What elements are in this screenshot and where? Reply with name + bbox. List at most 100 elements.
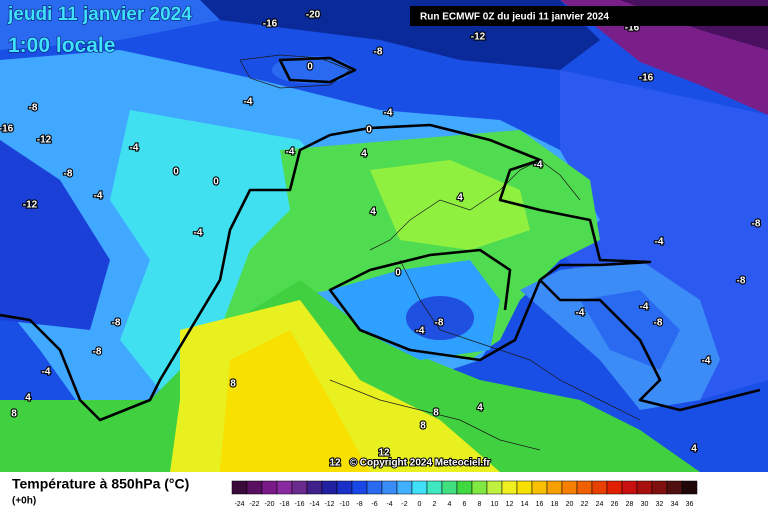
colorbar-tick-label: -8 (356, 501, 362, 508)
colorbar-tick-label: 6 (463, 501, 467, 508)
run-banner (410, 6, 768, 26)
colorbar-tick-label: 18 (551, 501, 559, 508)
colorbar-swatch (531, 480, 548, 495)
contour-label: -4 (94, 191, 103, 202)
colorbar-tick-label: 30 (641, 501, 649, 508)
contour-label: 0 (307, 62, 313, 73)
colorbar-swatch (576, 480, 593, 495)
colorbar-swatch (231, 480, 248, 495)
contour-label: -8 (435, 318, 444, 329)
colorbar-swatch (636, 480, 653, 495)
contour-label: -4 (42, 367, 51, 378)
contour-label: -4 (130, 143, 139, 154)
colorbar-tick-label: 26 (611, 501, 619, 508)
time-label: 1:00 locale (8, 34, 115, 57)
colorbar-swatch (591, 480, 608, 495)
contour-label: 0 (173, 167, 179, 178)
contour-label: 4 (691, 444, 697, 455)
colorbar-tick-label: -16 (294, 501, 304, 508)
colorbar-tick-label: 4 (448, 501, 452, 508)
contour-label: -16 (263, 19, 278, 30)
colorbar-swatch (486, 480, 503, 495)
footer-title: Température à 850hPa (°C) (12, 476, 189, 492)
contour-label: -8 (737, 276, 746, 287)
contour-label: -12 (37, 135, 52, 146)
colorbar-tick-label: -4 (386, 501, 392, 508)
colorbar-tick-label: 2 (433, 501, 437, 508)
colorbar-tick-label: 24 (596, 501, 604, 508)
contour-label: 8 (420, 421, 426, 432)
colorbar-swatch (666, 480, 683, 495)
colorbar-swatch (336, 480, 353, 495)
colorbar-swatch (606, 480, 623, 495)
contour-label: 4 (457, 193, 463, 204)
forecast-step: (+0h) (12, 496, 36, 507)
contour-label: 0 (213, 177, 219, 188)
contour-label: -4 (286, 147, 295, 158)
colorbar-swatch (246, 480, 263, 495)
colorbar-swatch (381, 480, 398, 495)
colorbar-tick-label: 22 (581, 501, 589, 508)
colorbar-tick-label: 20 (566, 501, 574, 508)
colorbar-tick-label: -12 (324, 501, 334, 508)
contour-label: -8 (654, 318, 663, 329)
colorbar-swatch (321, 480, 338, 495)
colorbar-swatch (306, 480, 323, 495)
contour-label: 4 (25, 393, 31, 404)
colorbar-swatch (516, 480, 533, 495)
contour-label: 8 (433, 408, 439, 419)
colorbar-swatch (396, 480, 413, 495)
colorbar-swatch (561, 480, 578, 495)
colorbar-tick-label: -18 (279, 501, 289, 508)
contour-label: -8 (374, 47, 383, 58)
colorbar-swatch (411, 480, 428, 495)
copyright: © Copyright 2024 Meteociel.fr (350, 458, 491, 469)
colorbar-tick-label: 28 (626, 501, 634, 508)
colorbar-tick-label: -6 (371, 501, 377, 508)
colorbar-tick-label: 8 (478, 501, 482, 508)
colorbar-swatch (441, 480, 458, 495)
colorbar-swatch (261, 480, 278, 495)
colorbar: -24 -22 -20 -18 -16 -14 -12 -10 -8 -6 -4 -2 0 2 4 6 8 10 1… (231, 480, 698, 508)
contour-label: -4 (576, 308, 585, 319)
colorbar-tick-label: -24 (234, 501, 244, 508)
map-field (0, 0, 768, 472)
contour-label: 4 (477, 403, 483, 414)
colorbar-swatch (276, 480, 293, 495)
contour-label: -8 (64, 169, 73, 180)
colorbar-swatch (501, 480, 518, 495)
contour-label: -16 (0, 124, 14, 135)
contour-label: 0 (366, 125, 372, 136)
colorbar-tick-label: 16 (536, 501, 544, 508)
contour-label: -4 (416, 326, 425, 337)
contour-label: -8 (752, 219, 761, 230)
zero-isotherm (0, 56, 761, 422)
colorbar-swatch (366, 480, 383, 495)
colorbar-swatch (426, 480, 443, 495)
contour-labels: -20-16 -16-12-8-160-4-4-8-16-12-4-8-4-120… (0, 9, 762, 470)
colorbar-swatch (456, 480, 473, 495)
contour-label: -16 (639, 73, 654, 84)
colorbar-tick-label: -10 (339, 501, 349, 508)
colorbar-tick-label: 32 (656, 501, 664, 508)
date-label: jeudi 11 janvier 2024 (7, 4, 192, 25)
colorbar-tick-label: -2 (401, 501, 407, 508)
contour-label: 4 (361, 149, 367, 160)
contour-label: -4 (702, 356, 711, 367)
colorbar-swatch (621, 480, 638, 495)
colorbar-tick-label: 10 (491, 501, 499, 508)
contour-label: -12 (23, 200, 38, 211)
run-label: Run ECMWF 0Z du jeudi 11 janvier 2024 (420, 12, 609, 23)
contour-label: -8 (29, 103, 38, 114)
contour-label: -8 (93, 347, 102, 358)
colorbar-tick-label: -20 (264, 501, 274, 508)
contour-label: -4 (640, 302, 649, 313)
contour-label: 4 (370, 207, 376, 218)
colorbar-swatch (651, 480, 668, 495)
colorbar-swatch (291, 480, 308, 495)
contour-label: -4 (384, 108, 393, 119)
contour-label: 12 (329, 458, 341, 469)
colorbar-swatch (351, 480, 368, 495)
